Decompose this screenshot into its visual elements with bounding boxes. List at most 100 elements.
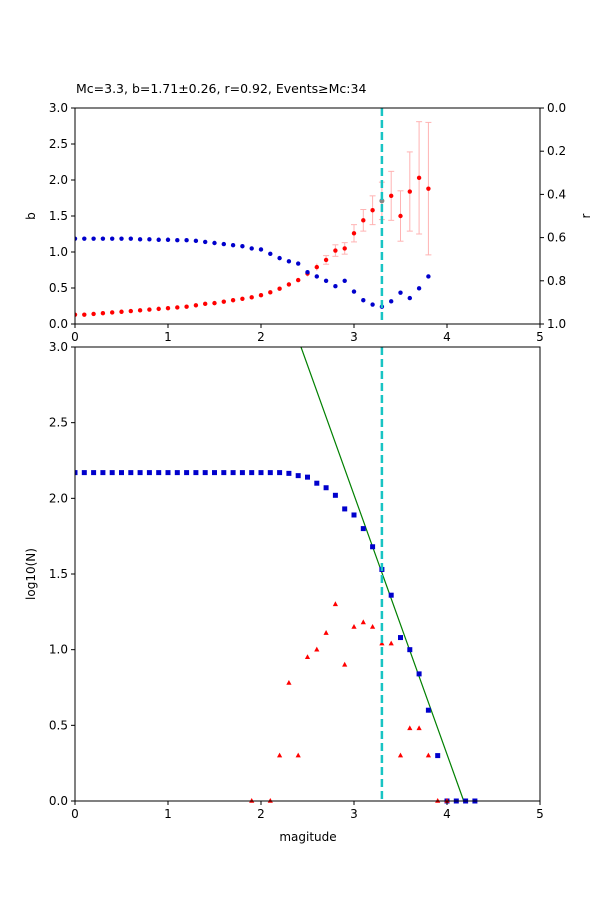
cumulative-point xyxy=(146,470,152,476)
r-point xyxy=(156,237,161,242)
r-point xyxy=(333,284,338,289)
b-value-axes: 0 1 2 3 4 5 0.0 0.5 1.0 1.5 2.0 2.5 3.0 0.0 0.2 0.4 0.6 0… xyxy=(49,101,566,344)
b-point xyxy=(230,298,236,303)
log10n-axis-label: log10(N) xyxy=(24,548,38,600)
cumulative-point xyxy=(388,592,394,598)
x-tick-label: 0 xyxy=(71,330,79,344)
b-point xyxy=(416,175,422,181)
cumulative-point xyxy=(137,470,143,476)
r-point xyxy=(314,274,319,279)
x-tick-label: 3 xyxy=(350,330,358,344)
noncumulative-point xyxy=(388,640,394,646)
cumulative-point xyxy=(128,470,134,476)
x-tick-label: 4 xyxy=(443,330,451,344)
r-point xyxy=(342,278,347,283)
gutenberg-richter-fit-line xyxy=(300,347,465,802)
r-point xyxy=(230,242,236,248)
noncumulative-point xyxy=(249,798,255,803)
b-point xyxy=(323,257,329,263)
x-tick-label: 2 xyxy=(257,807,265,821)
cumulative-point xyxy=(75,470,78,476)
noncumulative-point xyxy=(416,725,422,731)
r-point xyxy=(416,286,422,291)
b-point xyxy=(147,307,152,312)
cumulative-point xyxy=(239,470,245,476)
r-point xyxy=(203,239,208,245)
r-point xyxy=(240,244,245,249)
b-point xyxy=(100,311,106,316)
b-point xyxy=(370,208,375,213)
noncumulative-point xyxy=(370,623,376,629)
r-point xyxy=(212,240,217,246)
r-point xyxy=(286,259,292,264)
cumulative-point xyxy=(156,470,162,476)
b-point xyxy=(175,305,180,310)
r-point xyxy=(305,269,310,275)
cumulative-point xyxy=(184,470,190,476)
b-point xyxy=(398,213,403,219)
r-point xyxy=(296,261,301,266)
cumulative-point xyxy=(370,544,376,550)
r-tick-label: 0.4 xyxy=(547,187,566,201)
cumulative-point xyxy=(193,470,199,476)
cumulative-point xyxy=(119,470,124,476)
r-point xyxy=(110,236,115,241)
frequency-magnitude-panel: 0 1 2 3 4 5 0.0 0.5 1.0 1.5 2.0 2.5 3.0 log10(N) mag… xyxy=(24,340,544,844)
r-point xyxy=(75,236,78,241)
b-point xyxy=(314,264,319,270)
cumulative-point xyxy=(342,506,348,512)
cumulative-point xyxy=(305,474,310,480)
r-point xyxy=(221,241,226,247)
magnitude-axis-label: magitude xyxy=(279,830,336,844)
b-point xyxy=(249,295,254,300)
y-tick-label: 0.0 xyxy=(49,794,68,808)
r-point xyxy=(128,236,133,241)
cumulative-point xyxy=(174,470,180,476)
cumulative-point xyxy=(360,526,366,532)
r-point xyxy=(426,274,431,279)
b-point xyxy=(389,193,394,199)
cumulative-point xyxy=(314,480,320,486)
b-point xyxy=(193,303,199,308)
r-point xyxy=(175,237,180,243)
r-point xyxy=(351,289,357,294)
cumulative-point xyxy=(212,470,217,476)
b-point xyxy=(91,311,96,317)
y-tick-label: 0.5 xyxy=(49,281,68,295)
b-point xyxy=(165,305,171,311)
cumulative-point xyxy=(351,512,357,518)
y-tick-label: 0.0 xyxy=(49,317,68,331)
r-tick-label: 1.0 xyxy=(547,317,566,331)
frequency-magnitude-axes: 0 1 2 3 4 5 0.0 0.5 1.0 1.5 2.0 2.5 3.0 xyxy=(49,340,544,821)
cumulative-point xyxy=(109,470,115,476)
cumulative-point xyxy=(249,470,255,476)
b-point xyxy=(110,310,115,315)
noncumulative-point xyxy=(286,679,292,685)
b-point xyxy=(75,312,78,317)
r-tick-label: 0.6 xyxy=(547,231,566,245)
b-point xyxy=(277,286,282,291)
x-tick-label: 3 xyxy=(350,807,358,821)
cumulative-point xyxy=(230,470,236,476)
noncumulative-point xyxy=(444,798,450,803)
x-tick-label: 1 xyxy=(164,330,172,344)
noncumulative-point xyxy=(342,661,348,667)
y-tick-label: 2.0 xyxy=(49,491,68,505)
y-tick-label: 3.0 xyxy=(49,101,68,115)
x-tick-label: 5 xyxy=(536,330,544,344)
b-point xyxy=(361,218,366,223)
b-point xyxy=(203,301,208,307)
x-tick-label: 4 xyxy=(443,807,451,821)
b-axis-label: b xyxy=(24,212,38,220)
b-point xyxy=(137,308,143,313)
y-tick-label: 1.0 xyxy=(49,643,68,657)
noncumulative-point xyxy=(360,619,366,625)
b-point xyxy=(212,300,217,306)
r-axis-label: r xyxy=(579,213,593,218)
noncumulative-point xyxy=(379,640,385,646)
cumulative-point xyxy=(435,753,441,759)
r-tick-label: 0.2 xyxy=(547,144,566,158)
r-point xyxy=(361,298,366,303)
